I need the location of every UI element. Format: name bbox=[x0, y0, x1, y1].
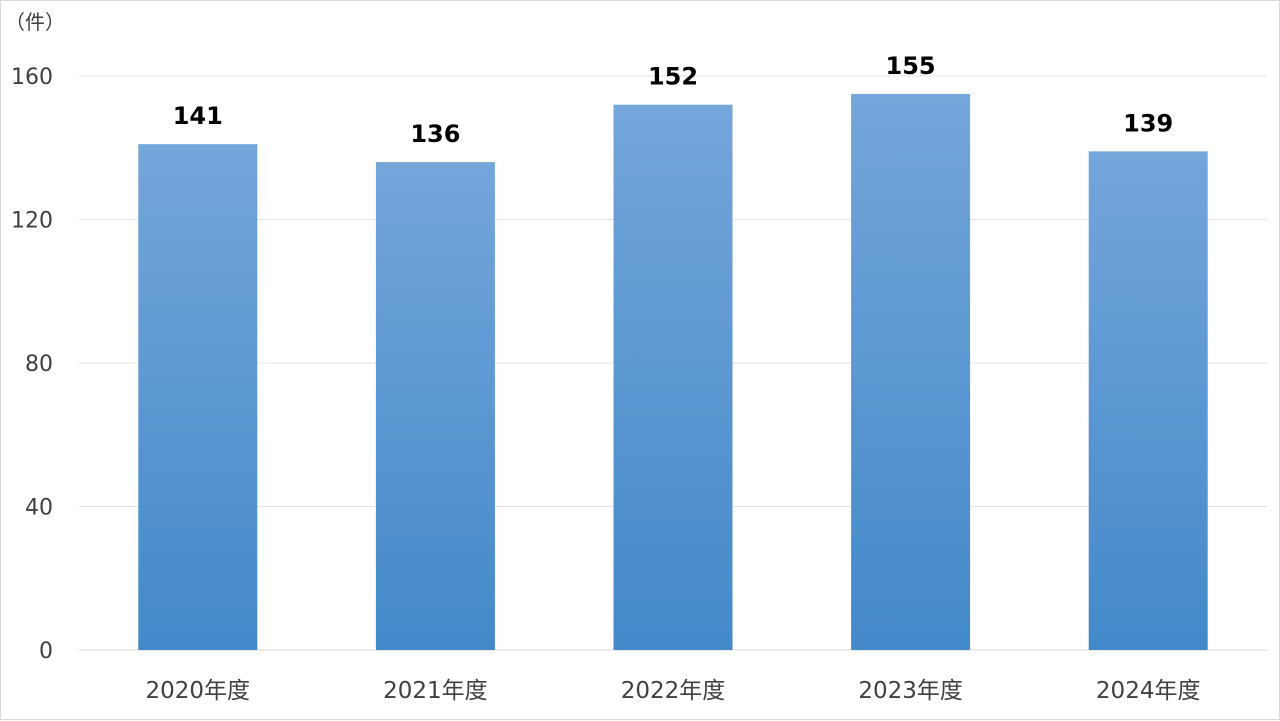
bar-2020年度 bbox=[138, 144, 258, 650]
bar-2022年度 bbox=[613, 104, 733, 650]
x-category-label: 2021年度 bbox=[383, 678, 488, 704]
bars bbox=[138, 93, 1208, 650]
x-category-label: 2023年度 bbox=[858, 678, 963, 704]
x-category-label: 2024年度 bbox=[1096, 678, 1201, 704]
data-label: 141 bbox=[173, 102, 223, 130]
data-label: 139 bbox=[1123, 109, 1173, 137]
bar-2023年度 bbox=[851, 93, 971, 650]
x-category-label: 2022年度 bbox=[621, 678, 726, 704]
labels: 0 40 80 120 160 141 2020年度 136 2021年度 152 2022年度 15… bbox=[11, 52, 1200, 704]
bar-2024年度 bbox=[1088, 151, 1208, 650]
y-tick-label: 120 bbox=[11, 209, 53, 234]
data-label: 152 bbox=[648, 63, 698, 91]
data-label: 155 bbox=[886, 52, 936, 80]
data-label: 136 bbox=[410, 120, 460, 148]
bar-2021年度 bbox=[375, 162, 495, 650]
y-tick-label: 0 bbox=[39, 639, 53, 664]
x-category-label: 2020年度 bbox=[146, 678, 251, 704]
y-tick-label: 40 bbox=[25, 496, 53, 521]
y-unit-label: （件） bbox=[5, 10, 65, 34]
y-tick-label: 80 bbox=[25, 352, 53, 377]
y-tick-label: 160 bbox=[11, 65, 53, 90]
